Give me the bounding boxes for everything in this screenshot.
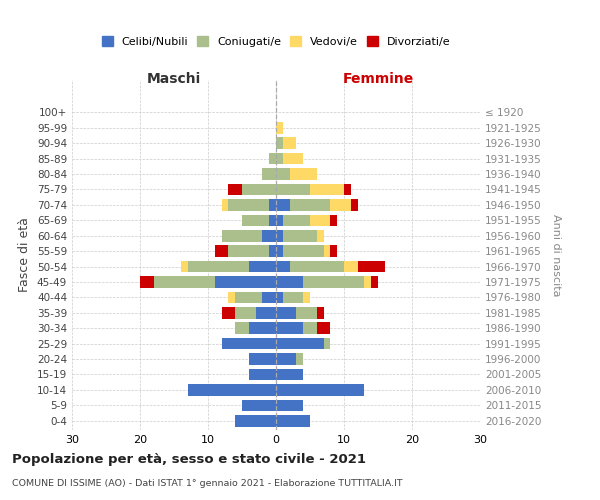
Bar: [317, 230, 323, 241]
Bar: [262, 230, 276, 241]
Bar: [276, 368, 303, 380]
Bar: [351, 199, 358, 210]
Text: Popolazione per età, sesso e stato civile - 2021: Popolazione per età, sesso e stato civil…: [12, 452, 366, 466]
Bar: [276, 307, 296, 318]
Bar: [188, 384, 276, 396]
Text: Femmine: Femmine: [343, 72, 413, 86]
Bar: [269, 214, 276, 226]
Bar: [221, 338, 276, 349]
Bar: [154, 276, 215, 288]
Bar: [344, 184, 351, 196]
Bar: [371, 276, 378, 288]
Bar: [276, 322, 303, 334]
Bar: [276, 246, 283, 257]
Bar: [323, 338, 331, 349]
Bar: [235, 415, 276, 426]
Bar: [317, 307, 323, 318]
Bar: [331, 214, 337, 226]
Bar: [229, 184, 242, 196]
Bar: [310, 214, 331, 226]
Bar: [215, 246, 229, 257]
Bar: [229, 199, 269, 210]
Bar: [276, 384, 364, 396]
Text: Maschi: Maschi: [147, 72, 201, 86]
Bar: [276, 338, 323, 349]
Bar: [276, 292, 283, 303]
Bar: [256, 307, 276, 318]
Bar: [181, 261, 188, 272]
Y-axis label: Anni di nascita: Anni di nascita: [551, 214, 561, 296]
Bar: [283, 138, 296, 149]
Bar: [283, 230, 317, 241]
Text: COMUNE DI ISSIME (AO) - Dati ISTAT 1° gennaio 2021 - Elaborazione TUTTITALIA.IT: COMUNE DI ISSIME (AO) - Dati ISTAT 1° ge…: [12, 479, 403, 488]
Bar: [229, 246, 269, 257]
Bar: [276, 354, 296, 365]
Bar: [249, 261, 276, 272]
Bar: [276, 276, 303, 288]
Bar: [296, 307, 317, 318]
Bar: [235, 322, 249, 334]
Bar: [242, 400, 276, 411]
Bar: [249, 322, 276, 334]
Bar: [283, 214, 310, 226]
Bar: [235, 292, 262, 303]
Bar: [331, 246, 337, 257]
Bar: [290, 168, 317, 180]
Bar: [276, 184, 310, 196]
Bar: [215, 276, 276, 288]
Bar: [276, 415, 310, 426]
Bar: [276, 122, 283, 134]
Bar: [323, 246, 331, 257]
Bar: [221, 307, 235, 318]
Bar: [317, 322, 331, 334]
Bar: [303, 322, 317, 334]
Bar: [290, 261, 344, 272]
Bar: [331, 199, 351, 210]
Bar: [276, 199, 290, 210]
Bar: [262, 168, 276, 180]
Bar: [276, 261, 290, 272]
Bar: [283, 246, 323, 257]
Y-axis label: Fasce di età: Fasce di età: [19, 218, 31, 292]
Bar: [140, 276, 154, 288]
Bar: [229, 292, 235, 303]
Bar: [283, 153, 303, 164]
Bar: [276, 168, 290, 180]
Bar: [276, 400, 303, 411]
Bar: [303, 292, 310, 303]
Legend: Celibi/Nubili, Coniugati/e, Vedovi/e, Divorziati/e: Celibi/Nubili, Coniugati/e, Vedovi/e, Di…: [98, 33, 454, 50]
Bar: [276, 214, 283, 226]
Bar: [221, 230, 262, 241]
Bar: [364, 276, 371, 288]
Bar: [269, 153, 276, 164]
Bar: [283, 292, 303, 303]
Bar: [310, 184, 344, 196]
Bar: [290, 199, 331, 210]
Bar: [221, 199, 229, 210]
Bar: [296, 354, 303, 365]
Bar: [276, 138, 283, 149]
Bar: [235, 307, 256, 318]
Bar: [242, 214, 269, 226]
Bar: [262, 292, 276, 303]
Bar: [276, 230, 283, 241]
Bar: [358, 261, 385, 272]
Bar: [249, 368, 276, 380]
Bar: [269, 199, 276, 210]
Bar: [242, 184, 276, 196]
Bar: [249, 354, 276, 365]
Bar: [344, 261, 358, 272]
Bar: [269, 246, 276, 257]
Bar: [303, 276, 364, 288]
Bar: [188, 261, 249, 272]
Bar: [276, 153, 283, 164]
